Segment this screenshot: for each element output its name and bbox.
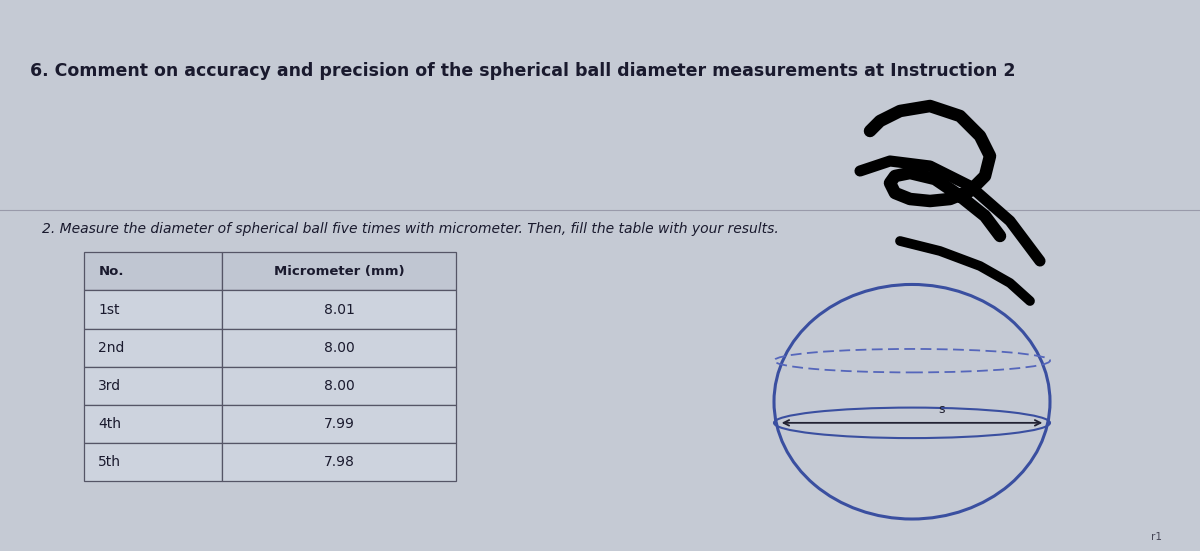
- Text: 8.00: 8.00: [324, 341, 354, 354]
- FancyBboxPatch shape: [222, 328, 456, 366]
- FancyBboxPatch shape: [222, 442, 456, 480]
- Text: 2. Measure the diameter of spherical ball five times with micrometer. Then, fill: 2. Measure the diameter of spherical bal…: [42, 223, 779, 236]
- Text: 1st: 1st: [98, 302, 120, 316]
- Text: 8.01: 8.01: [324, 302, 354, 316]
- FancyBboxPatch shape: [222, 290, 456, 328]
- Text: s: s: [938, 403, 946, 417]
- Text: 7.98: 7.98: [324, 455, 354, 468]
- FancyBboxPatch shape: [84, 404, 222, 442]
- Text: 2nd: 2nd: [98, 341, 125, 354]
- FancyBboxPatch shape: [84, 290, 222, 328]
- Text: 4th: 4th: [98, 417, 121, 430]
- FancyBboxPatch shape: [222, 252, 456, 290]
- FancyBboxPatch shape: [222, 404, 456, 442]
- FancyBboxPatch shape: [84, 328, 222, 366]
- Text: 6. Comment on accuracy and precision of the spherical ball diameter measurements: 6. Comment on accuracy and precision of …: [30, 62, 1015, 80]
- Text: r1: r1: [1151, 532, 1162, 542]
- Text: No.: No.: [98, 265, 124, 278]
- Text: 3rd: 3rd: [98, 379, 121, 392]
- Text: 8.00: 8.00: [324, 379, 354, 392]
- Text: Micrometer (mm): Micrometer (mm): [274, 265, 404, 278]
- FancyBboxPatch shape: [84, 366, 222, 404]
- Text: 5th: 5th: [98, 455, 121, 468]
- FancyBboxPatch shape: [84, 442, 222, 480]
- FancyBboxPatch shape: [84, 252, 222, 290]
- Text: 7.99: 7.99: [324, 417, 354, 430]
- FancyBboxPatch shape: [222, 366, 456, 404]
